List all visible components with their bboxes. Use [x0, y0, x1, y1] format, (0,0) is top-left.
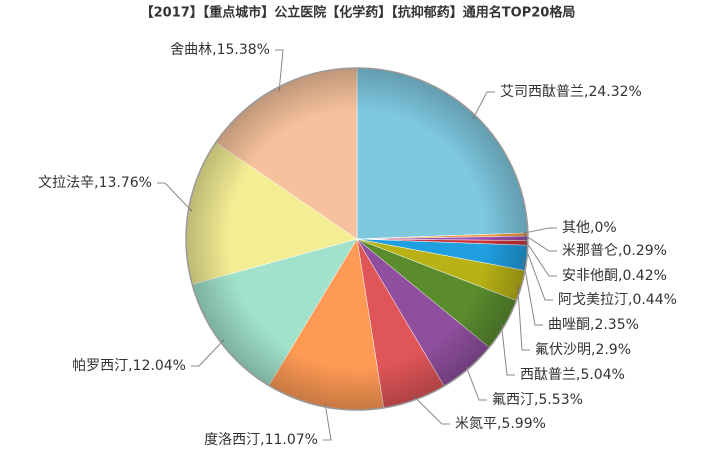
leader-line [323, 402, 332, 441]
data-label: 阿戈美拉汀,0.44% [558, 292, 677, 308]
leader-line [523, 242, 553, 301]
data-label: 曲唑酮,2.35% [548, 317, 639, 333]
leader-line [275, 49, 284, 92]
data-label: 氟伏沙明,2.9% [535, 342, 631, 358]
data-label: 帕罗西汀,12.04% [72, 358, 186, 374]
leader-line [465, 365, 487, 401]
leader-line [413, 395, 450, 425]
data-label: 其他,0% [562, 220, 617, 236]
leader-line [500, 323, 515, 376]
data-label: 舍曲林,15.38% [170, 42, 270, 58]
data-label: 氟西汀,5.53% [492, 392, 583, 408]
leader-line [523, 227, 557, 234]
leader-line [191, 339, 225, 367]
leader-line [517, 284, 530, 351]
chart-title: 【2017】【重点城市】公立医院【化学药】【抗抑郁药】通用名TOP20格局 [141, 5, 576, 21]
leader-line [523, 234, 557, 252]
pie-shade [185, 67, 529, 411]
data-label: 米氮平,5.99% [455, 416, 546, 432]
leader-line [523, 238, 557, 277]
data-label: 文拉法辛,13.76% [38, 175, 152, 191]
data-label: 米那普仑,0.29% [562, 243, 667, 259]
leader-line [157, 182, 193, 212]
data-label: 度洛西汀,11.07% [204, 432, 318, 448]
data-label: 安非他酮,0.42% [562, 268, 667, 284]
data-label: 西酞普兰,5.04% [520, 367, 625, 383]
data-label: 艾司西酞普兰,24.32% [500, 84, 642, 100]
leader-line [472, 91, 495, 120]
leader-line [522, 257, 543, 326]
